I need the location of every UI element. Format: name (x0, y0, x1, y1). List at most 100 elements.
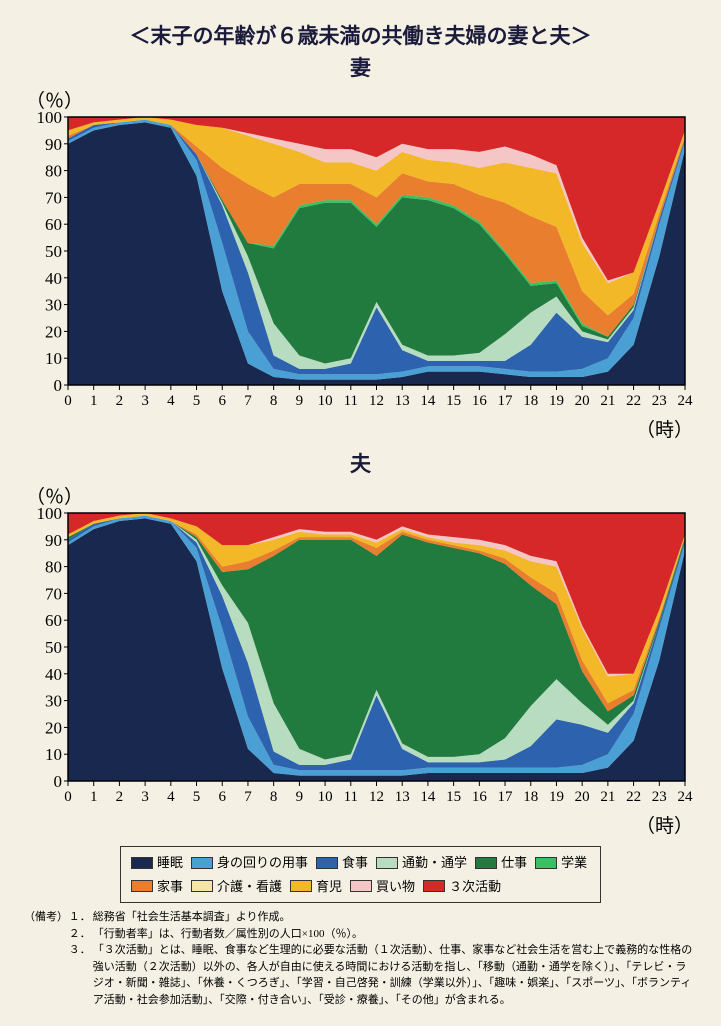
xtick-label: 6 (219, 393, 227, 409)
ytick-label: 30 (45, 296, 62, 315)
legend-swatch (350, 880, 372, 892)
xtick-label: 6 (219, 789, 227, 805)
legend-swatch (423, 880, 445, 892)
xtick-label: 21 (600, 789, 615, 805)
xtick-label: 8 (270, 393, 278, 409)
ytick-label: 60 (45, 215, 62, 234)
legend-item-commute: 通勤・通学 (376, 853, 467, 873)
legend-swatch (376, 857, 398, 869)
legend-item-sleep: 睡眠 (131, 853, 183, 873)
ytick-label: 50 (45, 638, 62, 657)
xtick-label: 1 (90, 789, 98, 805)
legend-label: 買い物 (376, 877, 415, 897)
legend-swatch (191, 880, 213, 892)
xtick-label: 5 (193, 393, 201, 409)
legend-item-tertiary: ３次活動 (423, 877, 501, 897)
ytick-label: 90 (45, 135, 62, 154)
xtick-label: 24 (678, 393, 694, 409)
xtick-label: 9 (296, 789, 304, 805)
xtick-label: 2 (116, 789, 124, 805)
legend-swatch (290, 880, 312, 892)
xtick-label: 14 (420, 789, 436, 805)
legend-item-housework: 家事 (131, 877, 183, 897)
legend-item-shopping: 買い物 (350, 877, 415, 897)
legend-swatch (535, 857, 557, 869)
ytick-label: 100 (37, 108, 63, 127)
main-title: ＜末子の年齢が６歳未満の共働き夫婦の妻と夫＞ (0, 20, 721, 50)
xtick-label: 21 (600, 393, 615, 409)
xtick-label: 15 (446, 393, 461, 409)
legend-item-study: 学業 (535, 853, 587, 873)
xtick-label: 18 (523, 393, 538, 409)
legend-label: ３次活動 (449, 877, 501, 897)
xtick-label: 5 (193, 789, 201, 805)
xtick-label: 22 (626, 789, 641, 805)
xtick-label: 3 (141, 393, 149, 409)
ytick-label: 40 (45, 665, 62, 684)
ytick-label: 10 (45, 349, 62, 368)
x-axis-unit-wife: （時） (0, 415, 693, 442)
ytick-label: 100 (37, 504, 63, 523)
xtick-label: 17 (498, 393, 513, 409)
xtick-label: 18 (523, 789, 538, 805)
legend: 睡眠身の回りの用事 食事通勤・通学 仕事学業家事介護・看護 育児 買い物 ３次活動 (120, 846, 601, 903)
chart-wife: 0102030405060708090100012345678910111213… (60, 113, 693, 413)
xtick-label: 3 (141, 789, 149, 805)
x-axis-unit-husband: （時） (0, 811, 693, 838)
xtick-label: 19 (549, 789, 564, 805)
ytick-label: 60 (45, 611, 62, 630)
legend-label: 家事 (157, 877, 183, 897)
xtick-label: 23 (652, 789, 667, 805)
xtick-label: 4 (167, 393, 175, 409)
ytick-label: 80 (45, 558, 62, 577)
xtick-label: 12 (369, 789, 384, 805)
ytick-label: 20 (45, 322, 62, 341)
legend-item-self_care: 身の回りの用事 (191, 853, 308, 873)
subtitle-wife: 妻 (0, 52, 721, 82)
footnotes: （備考） １．総務省「社会生活基本調査」より作成。２．「行動者率」は、行動者数／… (24, 909, 697, 1008)
legend-swatch (131, 880, 153, 892)
xtick-label: 10 (318, 789, 333, 805)
footnote-line: ３．「３次活動」とは、睡眠、食事など生理的に必要な活動（１次活動）、仕事、家事な… (69, 942, 694, 1008)
footnote-line: １．総務省「社会生活基本調査」より作成。 (69, 909, 694, 926)
ytick-label: 0 (54, 772, 63, 791)
legend-label: 仕事 (501, 853, 527, 873)
legend-item-work: 仕事 (475, 853, 527, 873)
legend-item-nursing: 介護・看護 (191, 877, 282, 897)
ytick-label: 70 (45, 584, 62, 603)
legend-item-childcare: 育児 (290, 877, 342, 897)
xtick-label: 0 (64, 393, 72, 409)
ytick-label: 70 (45, 188, 62, 207)
xtick-label: 17 (498, 789, 513, 805)
y-axis-unit-husband: （％） (26, 482, 721, 509)
xtick-label: 0 (64, 789, 72, 805)
xtick-label: 8 (270, 789, 278, 805)
ytick-label: 40 (45, 269, 62, 288)
legend-swatch (191, 857, 213, 869)
xtick-label: 13 (395, 393, 410, 409)
legend-label: 食事 (342, 853, 368, 873)
xtick-label: 24 (678, 789, 694, 805)
ytick-label: 30 (45, 692, 62, 711)
xtick-label: 1 (90, 393, 98, 409)
ytick-label: 90 (45, 531, 62, 550)
xtick-label: 20 (575, 393, 590, 409)
legend-label: 育児 (316, 877, 342, 897)
legend-item-meal: 食事 (316, 853, 368, 873)
xtick-label: 19 (549, 393, 564, 409)
xtick-label: 14 (420, 393, 436, 409)
ytick-label: 0 (54, 376, 63, 395)
xtick-label: 9 (296, 393, 304, 409)
footnote-line: ２．「行動者率」は、行動者数／属性別の人口×100（％）。 (69, 926, 694, 943)
xtick-label: 13 (395, 789, 410, 805)
ytick-label: 80 (45, 162, 62, 181)
xtick-label: 15 (446, 789, 461, 805)
ytick-label: 20 (45, 718, 62, 737)
xtick-label: 16 (472, 789, 488, 805)
xtick-label: 4 (167, 789, 175, 805)
xtick-label: 16 (472, 393, 488, 409)
legend-label: 睡眠 (157, 853, 183, 873)
chart-husband: 0102030405060708090100012345678910111213… (60, 509, 693, 809)
legend-swatch (131, 857, 153, 869)
ytick-label: 10 (45, 745, 62, 764)
